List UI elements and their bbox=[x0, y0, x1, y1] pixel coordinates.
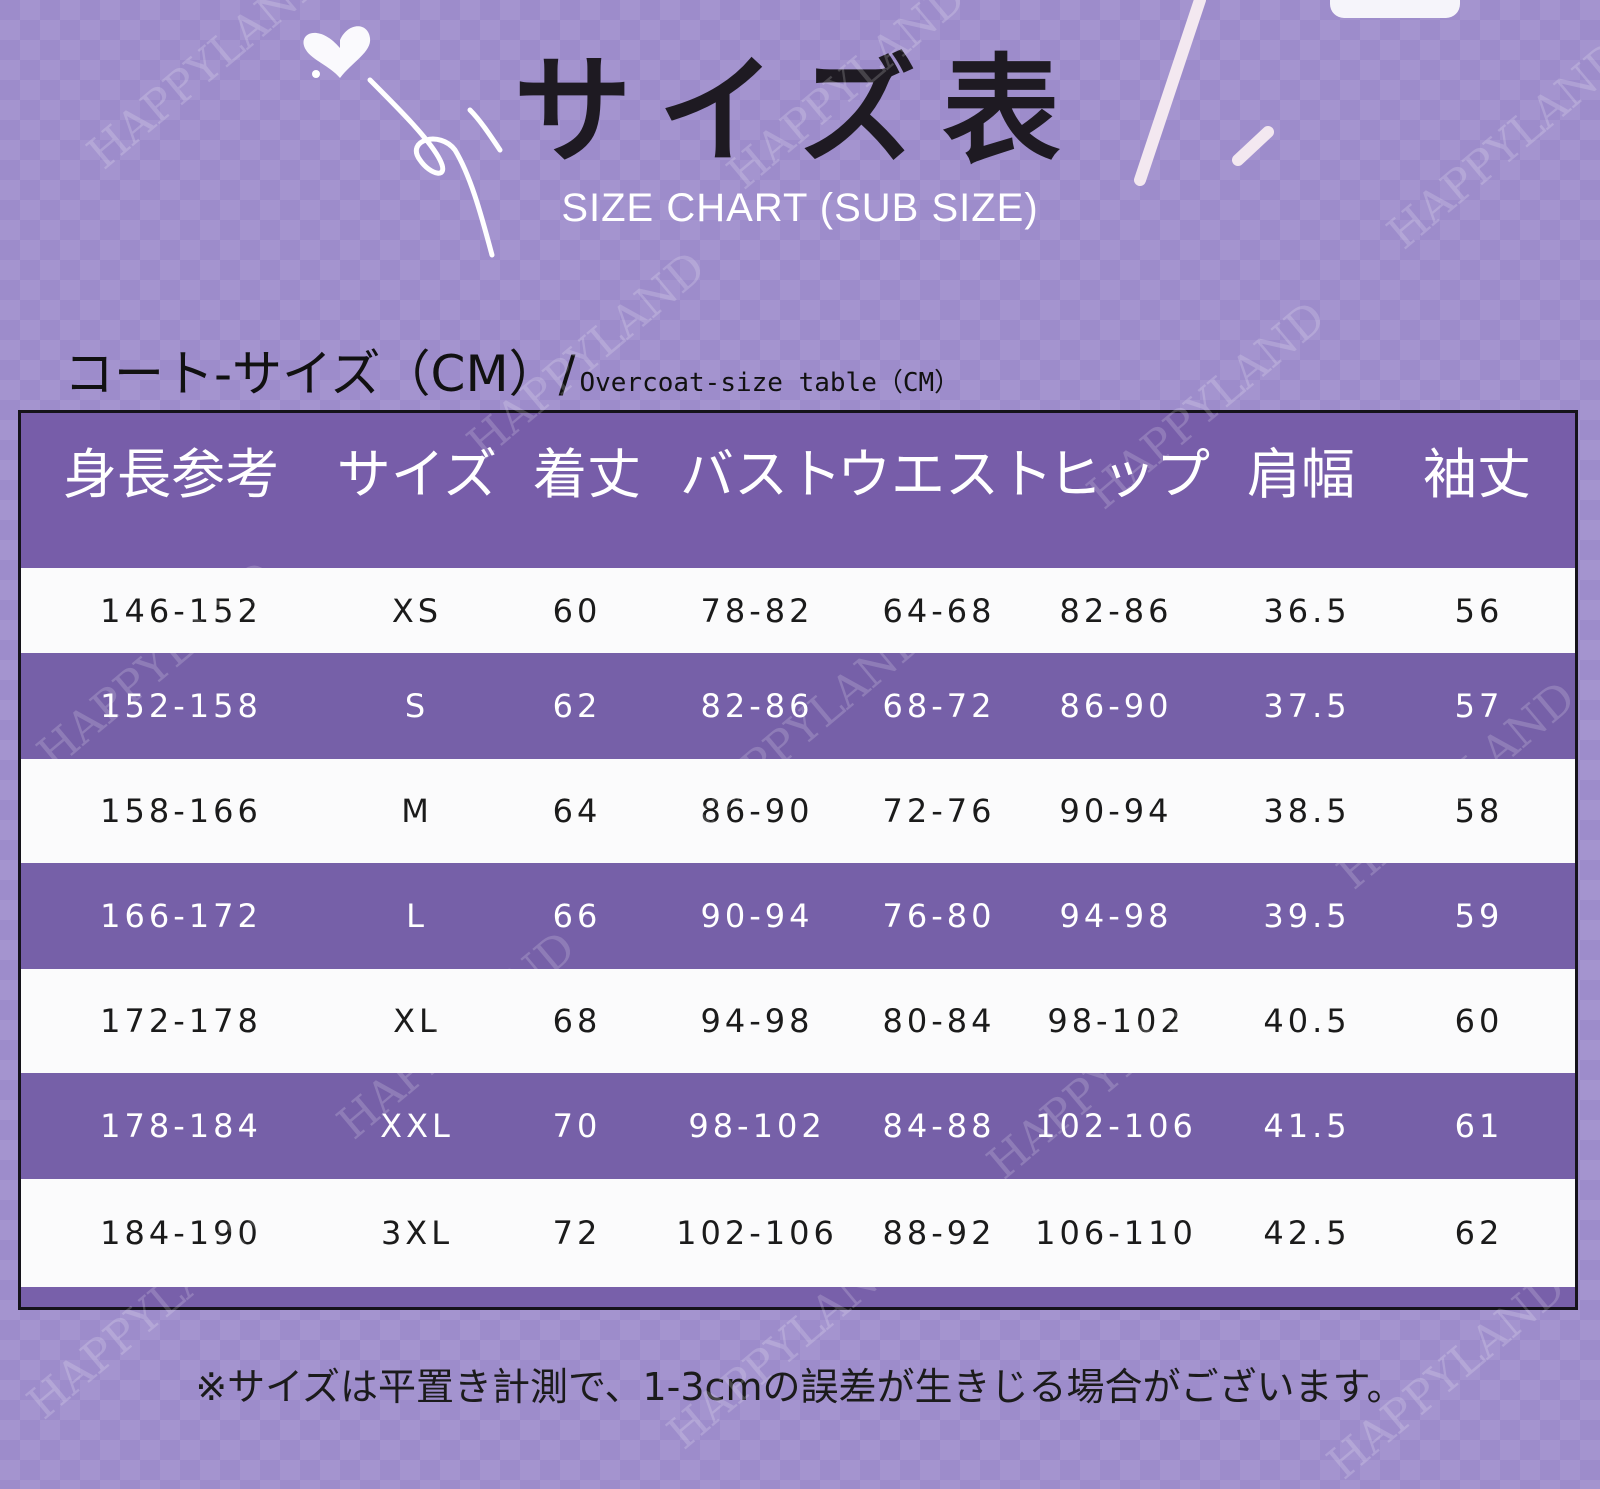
table-row: 178-184 XXL 70 98-102 84-88 102-106 41.5 61 bbox=[21, 1073, 1575, 1179]
cell-length: 68 bbox=[552, 1002, 602, 1040]
cell-shoulder: 36.5 bbox=[1263, 591, 1351, 630]
column-header-hip: ヒップ bbox=[1048, 443, 1210, 506]
cell-shoulder: 41.5 bbox=[1263, 1107, 1351, 1145]
cell-height: 146-152 bbox=[100, 591, 262, 630]
cell-sleeve: 60 bbox=[1454, 1002, 1504, 1040]
table-header-row: 身長参考 サイズ 着丈 バスト ウエスト ヒップ 肩幅 袖丈 bbox=[21, 413, 1575, 583]
cell-height: 166-172 bbox=[100, 897, 262, 935]
table-row: 146-152 XS 60 78-82 64-68 82-86 36.5 56 bbox=[21, 568, 1575, 653]
size-table: 身長参考 サイズ 着丈 バスト ウエスト ヒップ 肩幅 袖丈 146-152 XS… bbox=[18, 410, 1578, 1310]
page-subtitle: SIZE CHART (SUB SIZE) bbox=[561, 186, 1039, 230]
cell-size: XL bbox=[393, 1002, 441, 1040]
cell-shoulder: 42.5 bbox=[1263, 1214, 1351, 1252]
cell-size: XXL bbox=[380, 1107, 454, 1145]
table-row: 152-158 S 62 82-86 68-72 86-90 37.5 57 bbox=[21, 653, 1575, 759]
cell-size: L bbox=[406, 897, 428, 935]
cell-waist: 64-68 bbox=[882, 591, 996, 630]
size-footnote: ※サイズは平置き計測で、1-3cmの誤差が生きじる場合がございます。 bbox=[195, 1365, 1405, 1409]
column-header-sleeve: 袖丈 bbox=[1423, 443, 1531, 506]
cell-waist: 72-76 bbox=[882, 792, 996, 830]
page-title: サイズ表 bbox=[513, 42, 1087, 180]
cell-height: 152-158 bbox=[100, 687, 262, 725]
cell-height: 172-178 bbox=[100, 1002, 262, 1040]
cell-bust: 82-86 bbox=[700, 687, 814, 725]
column-header-height: 身長参考 bbox=[63, 443, 279, 506]
cell-sleeve: 59 bbox=[1454, 897, 1504, 935]
table-row: 166-172 L 66 90-94 76-80 94-98 39.5 59 bbox=[21, 863, 1575, 969]
cell-waist: 80-84 bbox=[882, 1002, 996, 1040]
cell-shoulder: 40.5 bbox=[1263, 1002, 1351, 1040]
column-header-bust: バスト bbox=[680, 443, 842, 506]
cell-hip: 94-98 bbox=[1059, 897, 1173, 935]
column-header-length: 着丈 bbox=[533, 443, 641, 506]
cell-hip: 98-102 bbox=[1047, 1002, 1185, 1040]
cell-hip: 106-110 bbox=[1035, 1214, 1197, 1252]
cell-shoulder: 37.5 bbox=[1263, 687, 1351, 725]
cell-hip: 86-90 bbox=[1059, 687, 1173, 725]
table-heading: コート-サイズ（CM）/Overcoat-size table（CM） bbox=[64, 334, 960, 406]
cell-shoulder: 39.5 bbox=[1263, 897, 1351, 935]
cell-waist: 68-72 bbox=[882, 687, 996, 725]
cell-sleeve: 62 bbox=[1454, 1214, 1504, 1252]
cell-waist: 84-88 bbox=[882, 1107, 996, 1145]
table-row: 172-178 XL 68 94-98 80-84 98-102 40.5 60 bbox=[21, 969, 1575, 1073]
cell-length: 72 bbox=[552, 1214, 602, 1252]
cell-size: XS bbox=[391, 591, 443, 630]
cell-length: 64 bbox=[552, 792, 602, 830]
cell-shoulder: 38.5 bbox=[1263, 792, 1351, 830]
cell-bust: 98-102 bbox=[688, 1107, 826, 1145]
cell-bust: 102-106 bbox=[676, 1214, 838, 1252]
cell-length: 70 bbox=[552, 1107, 602, 1145]
cell-size: 3XL bbox=[380, 1214, 454, 1252]
cell-sleeve: 57 bbox=[1454, 687, 1504, 725]
cell-hip: 82-86 bbox=[1059, 591, 1173, 630]
cell-hip: 90-94 bbox=[1059, 792, 1173, 830]
cell-height: 178-184 bbox=[100, 1107, 262, 1145]
cell-waist: 76-80 bbox=[882, 897, 996, 935]
cell-bust: 86-90 bbox=[700, 792, 814, 830]
table-row: 158-166 M 64 86-90 72-76 90-94 38.5 58 bbox=[21, 759, 1575, 863]
table-row: 184-190 3XL 72 102-106 88-92 106-110 42.5 62 bbox=[21, 1179, 1575, 1287]
cell-size: S bbox=[404, 687, 430, 725]
column-header-size: サイズ bbox=[336, 443, 498, 506]
cell-bust: 90-94 bbox=[700, 897, 814, 935]
cell-height: 158-166 bbox=[100, 792, 262, 830]
table-heading-english: Overcoat-size table（CM） bbox=[579, 368, 961, 398]
cell-bust: 78-82 bbox=[700, 591, 814, 630]
table-heading-japanese: コート-サイズ（CM）/ bbox=[64, 345, 576, 403]
cell-length: 66 bbox=[552, 897, 602, 935]
cell-waist: 88-92 bbox=[882, 1214, 996, 1252]
cell-hip: 102-106 bbox=[1035, 1107, 1197, 1145]
cell-sleeve: 61 bbox=[1454, 1107, 1504, 1145]
cell-size: M bbox=[401, 792, 433, 830]
cell-length: 60 bbox=[552, 591, 602, 630]
column-header-shoulder: 肩幅 bbox=[1247, 443, 1355, 506]
cell-bust: 94-98 bbox=[700, 1002, 814, 1040]
cell-sleeve: 58 bbox=[1454, 792, 1504, 830]
cell-height: 184-190 bbox=[100, 1214, 262, 1252]
cell-sleeve: 56 bbox=[1454, 591, 1504, 630]
cell-length: 62 bbox=[552, 687, 602, 725]
column-header-waist: ウエスト bbox=[837, 443, 1053, 506]
